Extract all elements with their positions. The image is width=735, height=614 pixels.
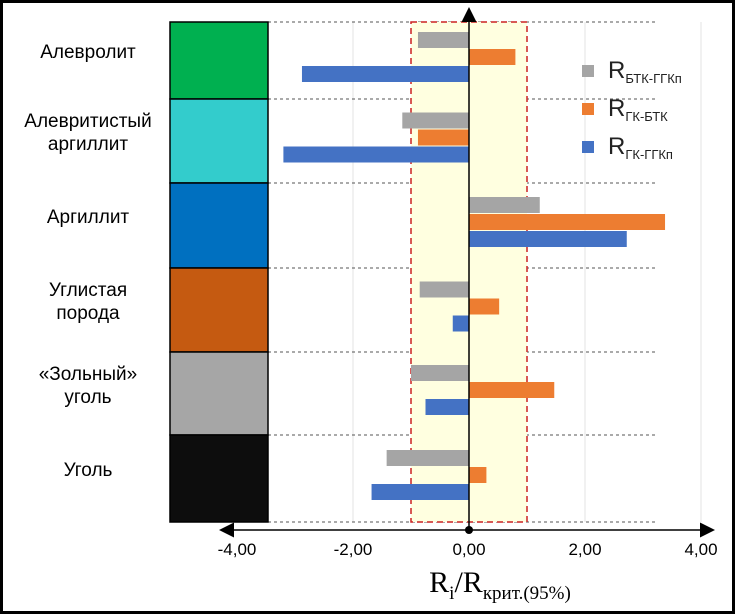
bar [417,129,469,146]
x-tick-label: 2,00 [568,540,602,559]
bar [411,365,469,381]
x-tick-label: 0,00 [452,540,486,559]
category-label: «Зольный» уголь [38,363,138,408]
legend-item: RГК-БТК [582,95,668,124]
bar [469,298,500,315]
bar [469,382,555,398]
x-tick-label: -2,00 [333,540,373,559]
category-label: Аргиллит [46,207,130,228]
legend-swatch [582,65,594,77]
legend-label-sub: БТК-ГГКп [625,70,682,86]
bar [452,315,469,332]
legend-label-sub: ГК-ГГКп [625,146,673,162]
category-color-block [169,98,269,184]
origin-dot [465,526,473,534]
category-label: Углистая порода [48,280,128,324]
bar [402,112,469,129]
bar [469,49,516,65]
x-label-sub2: крит.(95%) [482,583,571,604]
legend-swatch [582,103,594,115]
x-label-sub1: i [449,583,455,604]
bar [469,214,666,230]
legend-label-main: R [608,94,626,122]
legend-label-main: R [608,56,626,84]
bar [301,66,469,82]
legend-label: RБТК-ГГКп [608,57,682,86]
x-tick-label: -4,00 [217,540,257,559]
x-label-main: R [429,566,450,599]
x-label-slash: /R [454,566,483,599]
x-axis-label: Ri/Rкрит.(95%) [370,566,630,605]
category-label: Алевролит [40,42,136,63]
bar [425,399,469,415]
category-color-block [169,434,269,523]
category-color-block [169,267,269,353]
category-label: Алевритистый аргиллит [24,111,152,155]
legend-item: RБТК-ГГКп [582,57,682,86]
legend-swatch [582,141,594,153]
bar [469,197,540,213]
legend-label: RГК-БТК [608,95,668,124]
legend-item: RГК-ГГКп [582,133,673,162]
category-color-block [169,182,269,269]
category-color-block [169,21,269,100]
bar [371,484,469,500]
bar [417,32,469,48]
bar [283,146,469,163]
category-label: Уголь [63,460,113,481]
bar [386,450,469,466]
legend-label-sub: ГК-БТК [625,108,668,124]
bar [469,231,627,247]
bar [419,281,469,298]
legend-label: RГК-ГГКп [608,133,673,162]
x-tick-label: 4,00 [684,540,718,559]
category-color-block [169,351,269,436]
bar [469,467,487,483]
legend-label-main: R [608,132,626,160]
